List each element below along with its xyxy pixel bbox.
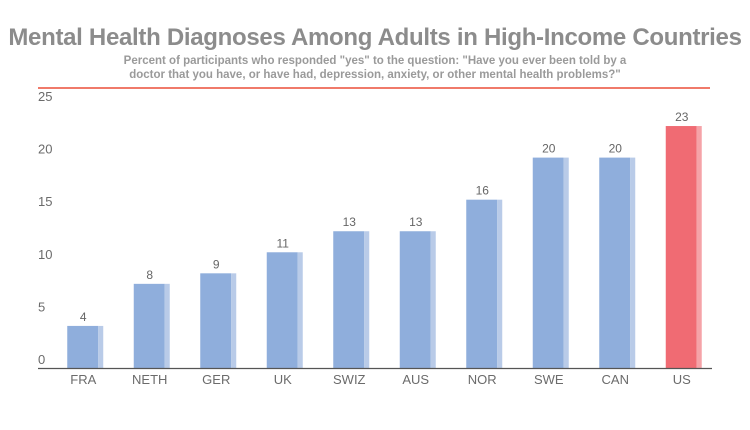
x-category-label: FRA: [70, 372, 96, 387]
bar-shade: [231, 273, 237, 368]
y-tick-label: 20: [38, 142, 52, 157]
bar: [266, 252, 298, 368]
data-label: 11: [277, 236, 290, 250]
bar-shade: [497, 199, 503, 368]
y-tick-label: 15: [38, 194, 52, 209]
bar-shade: [164, 283, 170, 368]
x-category-label: CAN: [602, 372, 629, 387]
title-divider: [38, 87, 710, 89]
bar: [399, 231, 431, 368]
bar: [466, 199, 498, 368]
bar: [599, 157, 631, 368]
bar-shade: [98, 325, 104, 368]
y-tick-label: 5: [38, 299, 45, 314]
y-tick-label: 0: [38, 352, 45, 367]
bar: [133, 283, 165, 368]
y-tick-label: 10: [38, 247, 52, 262]
bar: [665, 126, 697, 368]
bar-shade: [696, 126, 702, 368]
data-label: 4: [80, 310, 87, 324]
data-label: 20: [609, 142, 623, 156]
bar-shade: [364, 231, 370, 368]
bar: [67, 325, 99, 368]
bar-shade: [430, 231, 436, 368]
data-label: 13: [343, 215, 357, 229]
bar-shade: [630, 157, 636, 368]
data-label: 8: [146, 268, 153, 282]
bar: [333, 231, 365, 368]
x-category-label: UK: [274, 372, 292, 387]
bar: [532, 157, 564, 368]
x-category-label: AUS: [402, 372, 429, 387]
chart-subtitle: Percent of participants who responded "y…: [123, 55, 627, 81]
data-label: 20: [542, 142, 556, 156]
x-category-label: NETH: [132, 372, 167, 387]
bar: [200, 273, 232, 368]
data-label: 23: [675, 110, 689, 124]
x-category-label: US: [673, 372, 691, 387]
x-category-label: SWIZ: [333, 372, 366, 387]
bar-shade: [297, 252, 303, 368]
data-label: 16: [476, 184, 490, 198]
x-category-label: GER: [202, 372, 230, 387]
y-tick-label: 25: [38, 89, 52, 104]
x-category-label: SWE: [534, 372, 564, 387]
data-label: 13: [409, 215, 423, 229]
bar-shade: [563, 157, 569, 368]
data-label: 9: [213, 257, 220, 271]
chart-title: Mental Health Diagnoses Among Adults in …: [8, 24, 742, 51]
x-category-label: NOR: [468, 372, 497, 387]
